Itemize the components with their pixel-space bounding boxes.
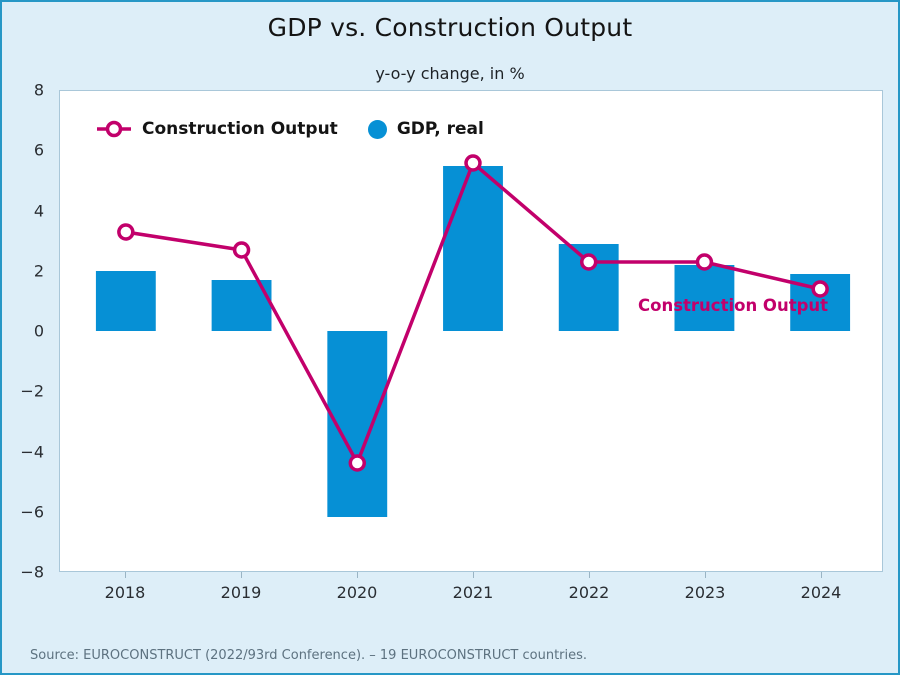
circle-marker-icon — [367, 119, 387, 139]
gdp-bar-2023 — [674, 265, 735, 331]
legend-label-gdp: GDP, real — [396, 119, 484, 139]
construction-output-marker-2021 — [464, 154, 482, 172]
y-axis-tick-label: −2 — [20, 381, 44, 401]
x-axis-tick — [125, 572, 126, 578]
construction-output-marker-2022 — [579, 253, 598, 271]
x-axis-tick — [821, 572, 822, 578]
y-axis-tick-label: −4 — [20, 442, 44, 461]
y-axis-tick-label: 0 — [33, 321, 44, 341]
chart-subtitle: y-o-y change, in % — [375, 64, 525, 83]
y-axis-tick-label: 2 — [33, 261, 44, 281]
construction-output-marker-2023 — [695, 253, 714, 271]
series-annotation: Construction Output — [638, 296, 829, 315]
legend-label-construction-output: Construction Output — [142, 119, 338, 139]
legend-item-construction-output: Construction Output — [96, 119, 338, 139]
x-axis-tick — [241, 572, 242, 578]
construction-output-marker-2018 — [117, 223, 135, 241]
x-axis-label: 2018 — [104, 583, 146, 602]
construction-output-marker-2024 — [811, 280, 829, 298]
chart-canvas — [95, 154, 851, 517]
x-axis-label: 2024 — [800, 583, 842, 602]
legend-item-gdp: GDP, real — [367, 119, 484, 139]
x-axis-label: 2023 — [684, 583, 726, 602]
x-axis-label: 2021 — [452, 583, 494, 602]
x-axis-label: 2020 — [336, 583, 378, 602]
y-axis-tick-label: 6 — [33, 140, 44, 160]
construction-output-marker-2020 — [348, 454, 367, 472]
y-axis-tick-label: 4 — [33, 201, 44, 220]
x-axis-tick — [473, 572, 474, 578]
line-marker-icon — [97, 120, 131, 138]
x-axis-tick — [705, 572, 706, 578]
gdp-bar-2021 — [443, 166, 503, 331]
y-axis-tick-label: −6 — [20, 502, 44, 522]
gdp-bar-2018 — [95, 271, 156, 331]
chart-title: GDP vs. Construction Output — [267, 13, 633, 42]
plot-area: Construction Output GDP, real — [59, 90, 883, 572]
legend: Construction Output GDP, real — [96, 119, 484, 139]
x-axis-tick — [357, 572, 358, 578]
source-note: Source: EUROCONSTRUCT (2022/93rd Confere… — [30, 648, 588, 663]
y-axis-tick-label: −8 — [20, 562, 44, 582]
x-axis-label: 2019 — [220, 583, 262, 602]
x-axis-tick — [589, 572, 590, 578]
y-axis-tick-label: 8 — [33, 80, 44, 100]
construction-output-marker-2019 — [232, 241, 251, 259]
x-axis-label: 2022 — [568, 583, 610, 602]
